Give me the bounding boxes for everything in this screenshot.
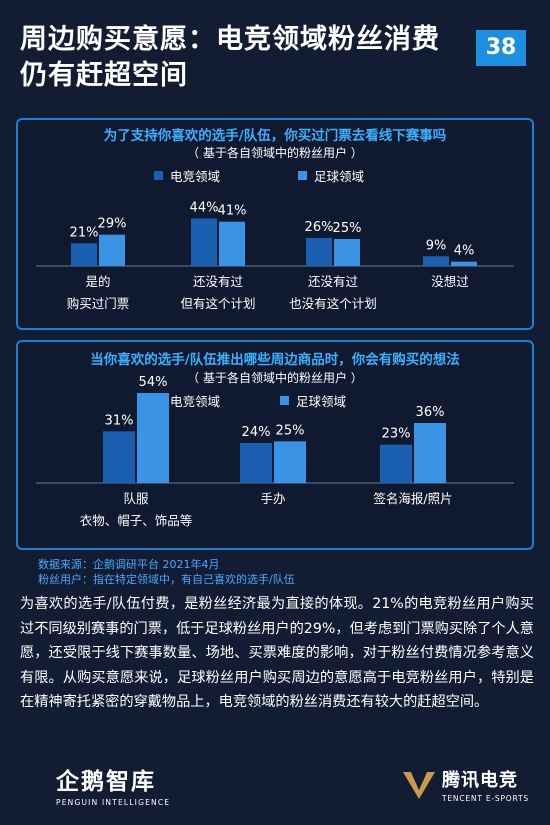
category-label: 签名海报/照片 bbox=[373, 491, 452, 506]
logo-right-cn: 腾讯电竞 bbox=[442, 770, 518, 791]
data-label: 21% bbox=[70, 225, 99, 240]
bar-esports bbox=[306, 237, 332, 266]
category-label: 也没有这个计划 bbox=[289, 296, 377, 311]
logo-left-cn: 企鹅智库 bbox=[56, 769, 156, 795]
bar-football bbox=[414, 423, 446, 483]
data-label: 23% bbox=[382, 427, 411, 442]
bar-football bbox=[99, 234, 125, 266]
bar-football bbox=[451, 261, 477, 266]
chart-title: 当你喜欢的选手/队伍推出哪些周边商品时，你会有购买的想法 bbox=[90, 352, 460, 368]
bar-esports bbox=[240, 443, 272, 483]
category-label: 还没有过 bbox=[193, 274, 244, 289]
legend-label-esports: 电竞领域 bbox=[170, 169, 221, 184]
bar-esports bbox=[423, 256, 449, 266]
logo-left-en: PENGUIN INTELLIGENCE bbox=[56, 798, 171, 807]
data-label: 31% bbox=[105, 413, 134, 428]
legend-swatch-esports bbox=[154, 171, 163, 180]
chart-panel-merch: 当你喜欢的选手/队伍推出哪些周边商品时，你会有购买的想法 （ 基于各自领域中的粉… bbox=[16, 340, 534, 550]
bar-esports bbox=[380, 444, 412, 483]
data-label: 25% bbox=[333, 221, 362, 236]
page-number-badge: 38 bbox=[476, 30, 526, 66]
tencent-esports-logo: 腾讯电竞 TENCENT E-SPORTS bbox=[402, 766, 529, 803]
data-label: 25% bbox=[276, 423, 305, 438]
legend-swatch-football bbox=[280, 396, 289, 405]
category-label: 队服 bbox=[123, 491, 149, 506]
bar-esports bbox=[191, 218, 217, 266]
legend-swatch-football bbox=[298, 171, 307, 180]
page-title: 周边购买意愿：电竞领域粉丝消费仍有赶超空间 bbox=[20, 24, 440, 91]
tencent-esports-v-icon bbox=[403, 771, 435, 799]
data-label: 44% bbox=[190, 200, 219, 215]
data-label: 29% bbox=[98, 217, 127, 232]
fan-definition-note: 粉丝用户：指在特定领域中，有自己喜欢的选手/队伍 bbox=[38, 573, 295, 586]
chart-subtitle: （ 基于各自领域中的粉丝用户 ） bbox=[187, 146, 363, 160]
category-label: 没想过 bbox=[431, 274, 469, 289]
category-label: 是的 bbox=[85, 274, 110, 289]
category-label: 手办 bbox=[260, 491, 285, 506]
data-label: 26% bbox=[305, 220, 334, 235]
legend-label-football: 足球领域 bbox=[296, 394, 347, 409]
bar-football bbox=[274, 441, 306, 483]
legend-football: 足球领域 bbox=[298, 166, 364, 185]
data-label: 4% bbox=[454, 244, 475, 259]
category-label: 还没有过 bbox=[308, 274, 359, 289]
category-label: 但有这个计划 bbox=[180, 296, 255, 311]
legend-football: 足球领域 bbox=[280, 391, 346, 410]
chart-title: 为了支持你喜欢的选手/队伍，你买过门票去看线下赛事吗 bbox=[103, 128, 447, 144]
bar-football bbox=[219, 221, 245, 266]
legend-label-esports: 电竞领域 bbox=[170, 394, 221, 409]
chart-panel-tickets: 为了支持你喜欢的选手/队伍，你买过门票去看线下赛事吗 （ 基于各自领域中的粉丝用… bbox=[16, 118, 534, 330]
bar-esports bbox=[103, 431, 135, 483]
bar-football bbox=[334, 239, 360, 266]
bar-football bbox=[137, 393, 169, 483]
data-label: 9% bbox=[426, 238, 447, 253]
category-label: 购买过门票 bbox=[67, 296, 130, 311]
data-label: 54% bbox=[139, 375, 168, 390]
legend-label-football: 足球领域 bbox=[314, 169, 365, 184]
bar-esports bbox=[71, 243, 97, 266]
data-label: 41% bbox=[218, 204, 247, 219]
data-source-note: 数据来源：企鹅调研平台 2021年4月 bbox=[38, 558, 220, 571]
category-label: 衣物、帽子、饰品等 bbox=[80, 513, 193, 528]
data-label: 24% bbox=[242, 425, 271, 440]
chart-subtitle: （ 基于各自领域中的粉丝用户 ） bbox=[187, 371, 363, 385]
data-label: 36% bbox=[416, 405, 445, 420]
analysis-paragraph: 为喜欢的选手/队伍付费，是粉丝经济最为直接的体现。21%的电竞粉丝用户购买过不同… bbox=[20, 596, 534, 711]
penguin-intelligence-logo: 企鹅智库 PENGUIN INTELLIGENCE bbox=[56, 762, 170, 807]
logo-right-en: TENCENT E-SPORTS bbox=[442, 794, 529, 803]
legend-esports: 电竞领域 bbox=[154, 166, 220, 185]
